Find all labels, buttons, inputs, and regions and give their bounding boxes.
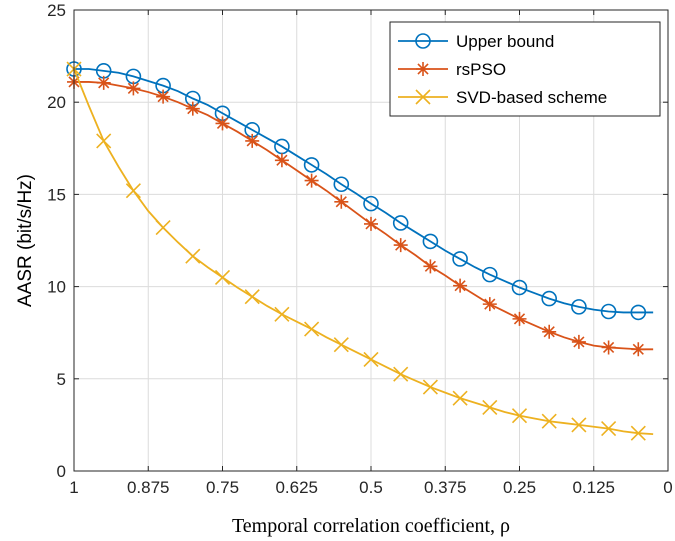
data-point-marker (571, 299, 587, 315)
data-point-marker (393, 366, 409, 382)
data-point-marker (126, 81, 141, 96)
data-point-marker (185, 248, 201, 264)
data-point-marker (392, 215, 409, 231)
legend-item: Upper bound (398, 32, 554, 51)
data-point-marker (274, 153, 289, 168)
x-tick-label: 0.125 (572, 478, 615, 497)
y-tick-label: 15 (47, 185, 66, 204)
data-point-marker (96, 133, 112, 149)
data-point-marker (482, 297, 497, 312)
y-tick-label: 20 (47, 93, 66, 112)
series-line (73, 68, 654, 436)
data-point-marker (512, 311, 527, 326)
data-point-marker (541, 290, 558, 307)
data-point-marker (415, 89, 431, 105)
y-tick-label: 10 (47, 278, 66, 297)
data-point-marker (452, 390, 468, 406)
y-axis-label: AASR (bit/s/Hz) (15, 174, 36, 307)
axis-ticks: 1 0.875 0.75 0.625 0.5 0.375 0.25 0.125 0 0 5 10 15 2… (47, 1, 673, 497)
x-tick-label: 0.875 (127, 478, 170, 497)
legend-item: rsPSO (398, 60, 506, 79)
data-point-marker (416, 62, 430, 76)
data-point-marker (600, 303, 617, 320)
data-point-marker (214, 269, 231, 285)
x-tick-label: 0.25 (503, 478, 536, 497)
data-point-marker (363, 195, 379, 212)
data-point-marker (334, 194, 349, 209)
data-point-marker (481, 266, 498, 283)
data-point-marker (630, 425, 646, 441)
legend-label: Upper bound (456, 32, 554, 51)
data-point-marker (364, 216, 378, 231)
series-layer (66, 61, 654, 441)
data-point-marker (511, 279, 528, 296)
data-point-marker (571, 417, 587, 433)
data-point-marker (453, 278, 468, 293)
data-point-marker (393, 238, 408, 253)
data-point-marker (125, 183, 141, 199)
data-point-marker (601, 340, 616, 355)
data-point-marker (542, 324, 557, 339)
data-point-marker (511, 408, 528, 424)
data-point-marker (96, 75, 111, 90)
data-point-marker (185, 101, 200, 116)
x-tick-label: 0.75 (206, 478, 239, 497)
data-point-marker (333, 337, 349, 353)
x-tick-label: 0.625 (275, 478, 318, 497)
x-axis-label: Temporal correlation coefficient, ρ (232, 515, 510, 537)
data-point-marker (541, 413, 557, 429)
data-point-marker (482, 399, 498, 415)
data-point-marker (631, 342, 646, 357)
legend-label: rsPSO (456, 60, 506, 79)
legend-item: SVD-based scheme (398, 88, 607, 107)
data-point-marker (415, 33, 431, 49)
data-point-marker (303, 157, 320, 173)
legend-label: SVD-based scheme (456, 88, 607, 107)
data-point-marker (333, 176, 350, 193)
series-line (74, 81, 654, 351)
series-rspso (67, 74, 654, 357)
data-point-marker (422, 379, 438, 395)
data-point-marker (274, 306, 290, 322)
data-point-marker (601, 421, 617, 437)
data-point-marker (244, 289, 260, 305)
data-point-marker (423, 259, 438, 274)
data-point-marker (422, 233, 439, 250)
y-tick-label: 0 (57, 462, 66, 481)
data-point-marker (571, 334, 586, 349)
x-tick-label: 0.5 (359, 478, 383, 497)
x-tick-label: 1 (69, 478, 78, 497)
data-point-marker (155, 220, 171, 236)
y-tick-label: 5 (57, 370, 66, 389)
x-tick-label: 0.375 (424, 478, 467, 497)
data-point-marker (156, 89, 171, 104)
legend: Upper bound rsPSO SVD-based scheme (389, 21, 661, 117)
data-point-marker (215, 116, 230, 131)
series-svd-based-scheme (66, 61, 654, 441)
data-point-marker (304, 321, 320, 337)
data-point-marker (245, 133, 260, 148)
data-point-marker (630, 304, 647, 321)
y-tick-label: 25 (47, 1, 66, 20)
data-point-marker (363, 351, 379, 368)
x-tick-label: 0 (663, 478, 672, 497)
data-point-marker (452, 251, 468, 267)
data-point-marker (304, 173, 319, 188)
